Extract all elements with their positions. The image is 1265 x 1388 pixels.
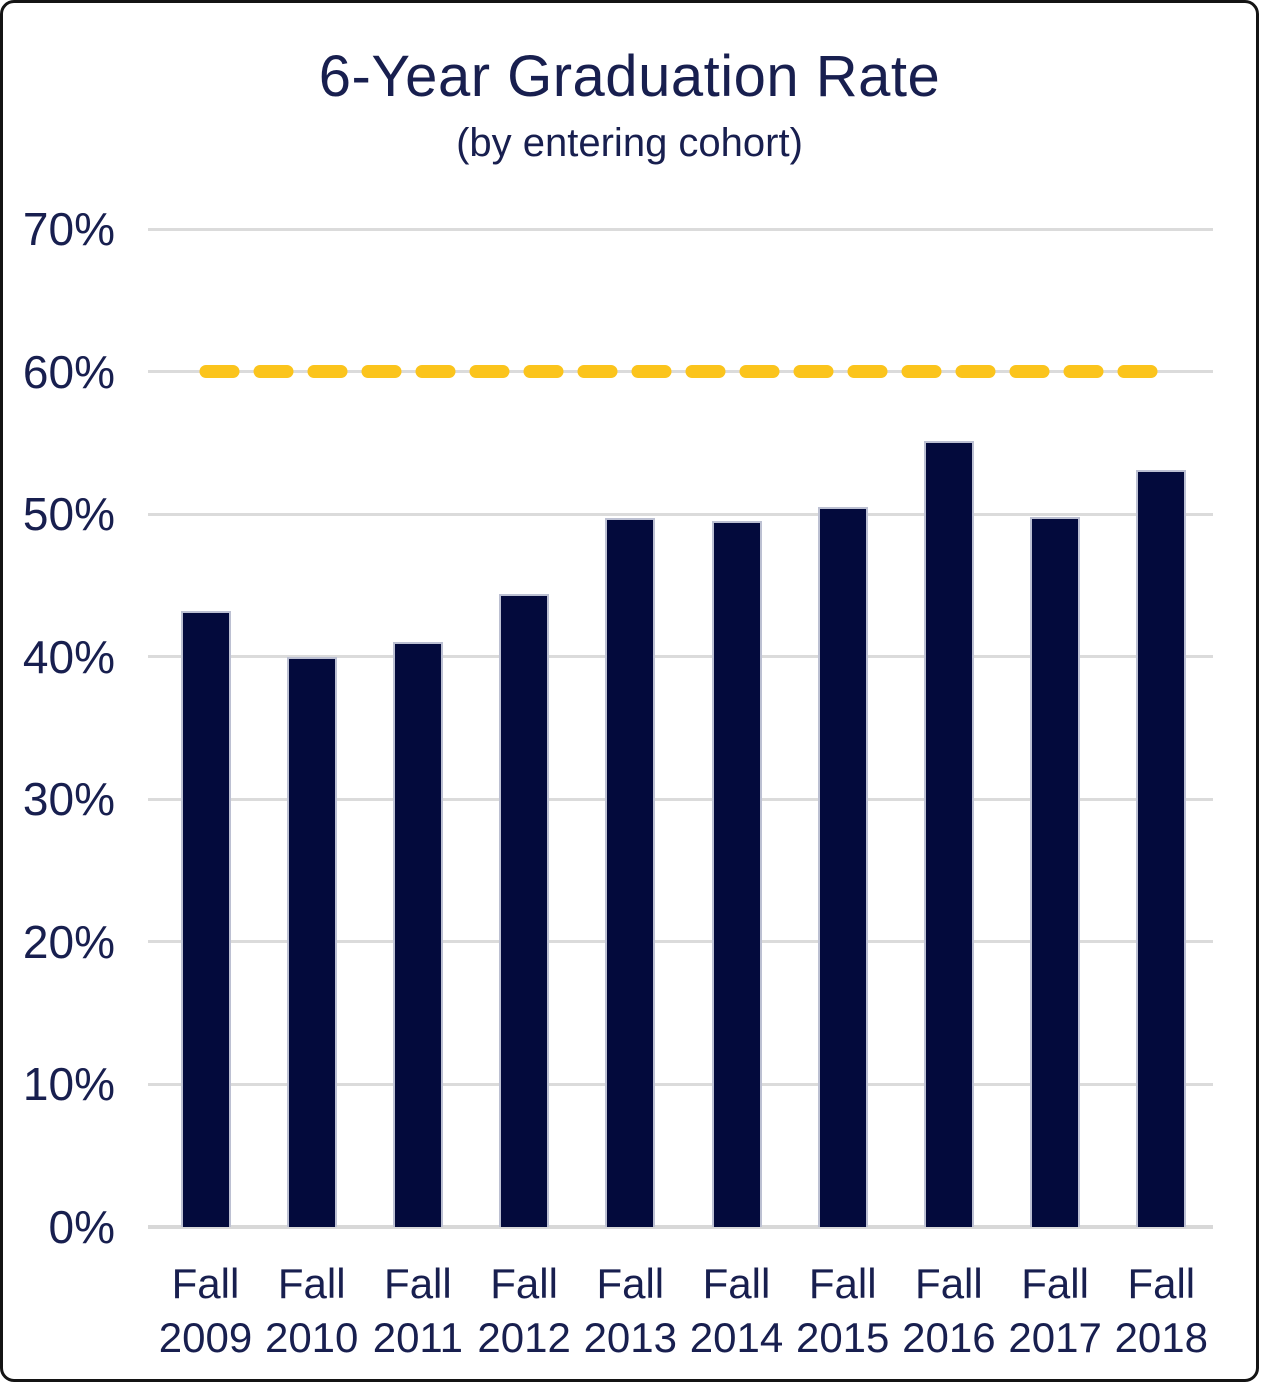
y-tick-label-30: 30% <box>22 773 115 826</box>
target-line-svg <box>199 365 1167 379</box>
gridline-10 <box>148 1082 1213 1086</box>
bar-fall-2010 <box>286 656 337 1227</box>
x-label-fall-2017: Fall 2017 <box>990 1257 1120 1365</box>
bar-fall-2014 <box>711 521 762 1227</box>
x-label-fall-2012: Fall 2012 <box>459 1257 589 1365</box>
gridline-20 <box>148 940 1213 944</box>
gridline-50 <box>148 512 1213 516</box>
bar-fall-2012 <box>499 593 550 1227</box>
x-label-fall-2010: Fall 2010 <box>247 1257 377 1365</box>
gridline-60 <box>148 370 1213 374</box>
x-label-line: 2017 <box>1008 1313 1102 1361</box>
x-label-line: Fall <box>915 1260 983 1307</box>
x-label-line: 2010 <box>264 1313 359 1361</box>
x-label-line: Fall <box>808 1260 877 1307</box>
bar-fall-2015 <box>817 507 868 1227</box>
x-label-fall-2011: Fall 2011 <box>353 1257 483 1365</box>
gridline-40 <box>148 655 1213 659</box>
x-label-fall-2018: Fall 2018 <box>1096 1257 1226 1365</box>
x-label-line: 2016 <box>902 1313 996 1361</box>
x-label-line: Fall <box>596 1260 665 1307</box>
x-label-fall-2016: Fall 2016 <box>884 1257 1014 1365</box>
x-label-line: 2018 <box>1114 1313 1209 1361</box>
x-label-line: 2009 <box>158 1313 253 1361</box>
x-label-line: Fall <box>1127 1260 1196 1307</box>
x-label-fall-2015: Fall 2015 <box>778 1257 908 1365</box>
x-label-line: 2013 <box>583 1313 678 1361</box>
x-axis-line <box>148 1225 1213 1229</box>
bar-fall-2016 <box>923 441 974 1227</box>
x-label-fall-2009: Fall 2009 <box>141 1257 271 1365</box>
y-tick-label-20: 20% <box>22 915 115 968</box>
x-label-line: 2011 <box>372 1313 464 1361</box>
chart-subtitle: (by entering cohort) <box>456 121 803 165</box>
x-label-line: Fall <box>490 1260 558 1307</box>
x-label-line: Fall <box>1021 1260 1089 1307</box>
bar-fall-2018 <box>1136 469 1187 1227</box>
gridline-30 <box>148 797 1213 801</box>
gridline-70 <box>148 227 1213 231</box>
y-tick-label-0: 0% <box>48 1201 115 1253</box>
y-tick-label-40: 40% <box>22 630 115 683</box>
x-label-fall-2014: Fall 2014 <box>672 1257 802 1365</box>
x-label-line: 2012 <box>477 1313 571 1361</box>
bar-fall-2011 <box>392 642 443 1227</box>
y-tick-label-60: 60% <box>22 345 115 398</box>
x-label-line: 2015 <box>795 1313 890 1361</box>
y-tick-label-10: 10% <box>22 1058 115 1111</box>
x-label-line: 2014 <box>689 1313 784 1361</box>
x-label-line: Fall <box>702 1260 771 1307</box>
bar-fall-2013 <box>605 518 656 1227</box>
chart-title: 6-Year Graduation Rate <box>318 44 941 109</box>
y-tick-label-50: 50% <box>22 488 115 541</box>
x-label-line: Fall <box>277 1260 346 1307</box>
x-label-line: Fall <box>384 1260 452 1307</box>
y-tick-label-70: 70% <box>22 203 115 255</box>
x-label-fall-2013: Fall 2013 <box>565 1257 695 1365</box>
plot-area: 0% 10% 20% 30% 40% 50% 60% 70% Fall 2009 Fall 2010 F… <box>23 203 1213 1361</box>
bar-fall-2017 <box>1030 517 1081 1227</box>
x-label-line: Fall <box>171 1260 240 1307</box>
bar-fall-2009 <box>180 611 231 1227</box>
